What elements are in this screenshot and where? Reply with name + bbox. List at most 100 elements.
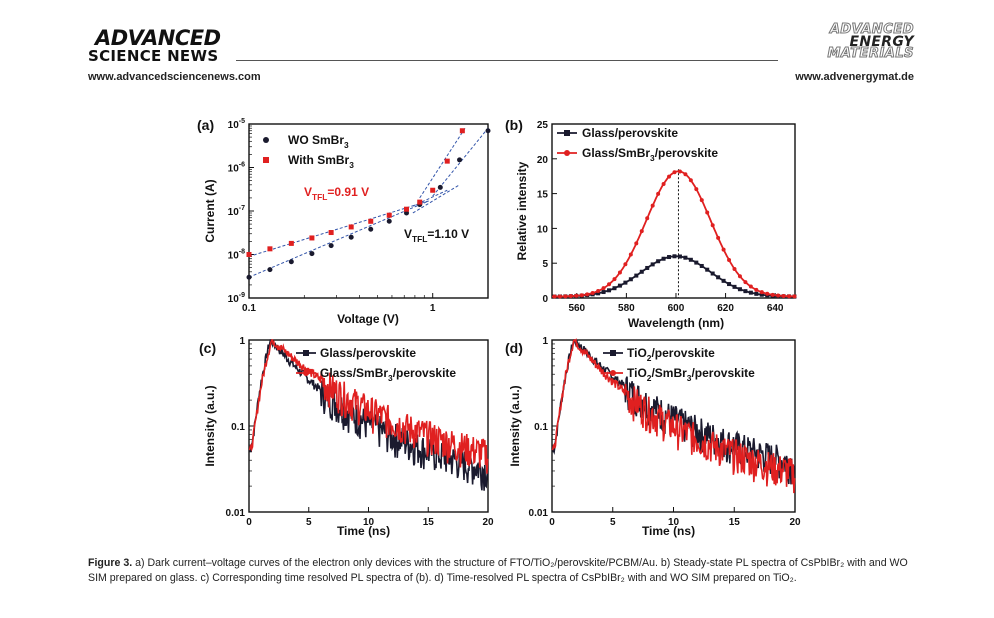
data-point-b0 (661, 256, 666, 261)
data-point-b0 (710, 271, 715, 276)
data-point-b0 (645, 265, 650, 270)
legend-marker (564, 130, 570, 136)
x-tick-label: 10 (668, 517, 680, 528)
data-point-b1 (552, 294, 557, 299)
logo-line-2: ENERGY (849, 34, 914, 50)
panelD-series-1 (551, 337, 796, 494)
data-point-b1 (699, 198, 704, 203)
data-point-a1 (328, 230, 334, 236)
data-point-b1 (705, 210, 710, 215)
y-tick-label: 1 (542, 336, 548, 347)
data-point-b0 (688, 257, 693, 262)
data-point-b1 (563, 294, 568, 299)
tick-base: 10 (228, 164, 240, 175)
data-point-b0 (748, 290, 753, 295)
label-part: 3 (388, 373, 393, 383)
legend-label: TiO2/SmBr3/perovskite (627, 366, 755, 383)
data-point-a0 (368, 226, 374, 232)
label-part: TiO (627, 366, 647, 380)
data-point-a0 (328, 243, 334, 249)
label-part: TiO (627, 346, 647, 360)
data-point-a0 (309, 251, 315, 257)
x-tick-label: 15 (423, 517, 435, 528)
data-point-b0 (694, 260, 699, 265)
x-axis-title: Wavelength (nm) (628, 316, 724, 330)
data-point-b1 (645, 216, 650, 221)
data-point-a0 (485, 128, 491, 134)
data-point-b1 (634, 241, 639, 246)
x-tick-label: 1 (430, 303, 436, 314)
label-part: /perovskite (691, 366, 755, 380)
data-point-b1 (585, 292, 590, 297)
legend-label: With SmBr3 (288, 153, 354, 170)
label-part: 2 (647, 353, 652, 363)
data-point-b1 (792, 294, 797, 299)
logo-line-1: ADVANCED (829, 22, 914, 37)
y-axis-title: Intensity (a.u.) (203, 385, 217, 466)
y-tick-label: 10-8 (228, 249, 245, 262)
data-point-a1 (386, 212, 392, 218)
panel-a-frame (248, 123, 489, 299)
data-point-b0 (732, 284, 737, 289)
data-point-b0 (656, 259, 661, 264)
y-tick-label: 10-9 (228, 292, 245, 305)
fit-line (412, 184, 460, 214)
data-point-b0 (743, 289, 748, 294)
data-point-b1 (748, 284, 753, 289)
data-point-b1 (716, 235, 721, 240)
legend-label: Glass/perovskite (582, 126, 678, 140)
data-point-a0 (437, 184, 443, 190)
fit-line (432, 127, 489, 197)
label-part: 3 (650, 153, 655, 163)
y-axis-title: Relative intensity (515, 161, 529, 260)
x-tick-label: 0.1 (242, 303, 256, 314)
header-rule (236, 60, 778, 61)
legend-marker (610, 370, 616, 376)
data-point-b1 (781, 293, 786, 298)
data-point-b1 (579, 293, 584, 298)
data-point-b1 (623, 262, 628, 267)
x-axis-title: Time (ns) (642, 524, 695, 538)
data-point-b0 (601, 290, 606, 295)
data-point-a1 (348, 224, 354, 230)
data-point-b1 (694, 187, 699, 192)
vtfl-annotation-black: VTFL=1.10 V (404, 227, 469, 244)
data-point-b0 (754, 291, 759, 296)
data-point-b1 (596, 288, 601, 293)
x-tick-label: 0 (549, 517, 555, 528)
legend-marker (303, 370, 309, 376)
data-point-a1 (444, 158, 450, 164)
y-tick-label: 1 (239, 336, 245, 347)
panel-b-frame (551, 123, 796, 299)
label-part: /perovskite (651, 346, 715, 360)
panelC-label: (c) (199, 340, 216, 356)
fit-line (419, 127, 466, 199)
label-part: TFL (312, 192, 327, 202)
data-point-b1 (776, 293, 781, 298)
x-axis-title: Voltage (V) (337, 312, 399, 326)
data-point-b1 (661, 181, 666, 186)
data-point-b0 (634, 273, 639, 278)
y-tick-label: 10-7 (228, 205, 245, 218)
data-point-a0 (348, 234, 354, 240)
label-part: Glass/SmBr (320, 366, 388, 380)
data-point-a0 (288, 259, 294, 265)
x-tick-label: 15 (729, 517, 741, 528)
data-point-b1 (601, 286, 606, 291)
label-part: 3 (344, 140, 349, 150)
label-part: =0.91 V (327, 185, 369, 199)
publisher-url[interactable]: www.advancedsciencenews.com (88, 71, 261, 83)
y-tick-label: 20 (537, 155, 549, 166)
y-tick-label: 0.1 (534, 422, 548, 433)
data-point-b0 (672, 254, 677, 259)
panelD-label: (d) (505, 340, 523, 356)
tick-exp: -8 (239, 249, 245, 256)
y-tick-label: 15 (537, 190, 549, 201)
panelC-series-1 (248, 339, 489, 474)
data-point-b1 (683, 172, 688, 177)
x-tick-label: 20 (482, 517, 494, 528)
journal-url[interactable]: www.advenergymat.de (795, 71, 914, 83)
tick-exp: -9 (239, 292, 245, 299)
label-part: 3 (687, 373, 692, 383)
tick-base: 10 (228, 251, 240, 262)
